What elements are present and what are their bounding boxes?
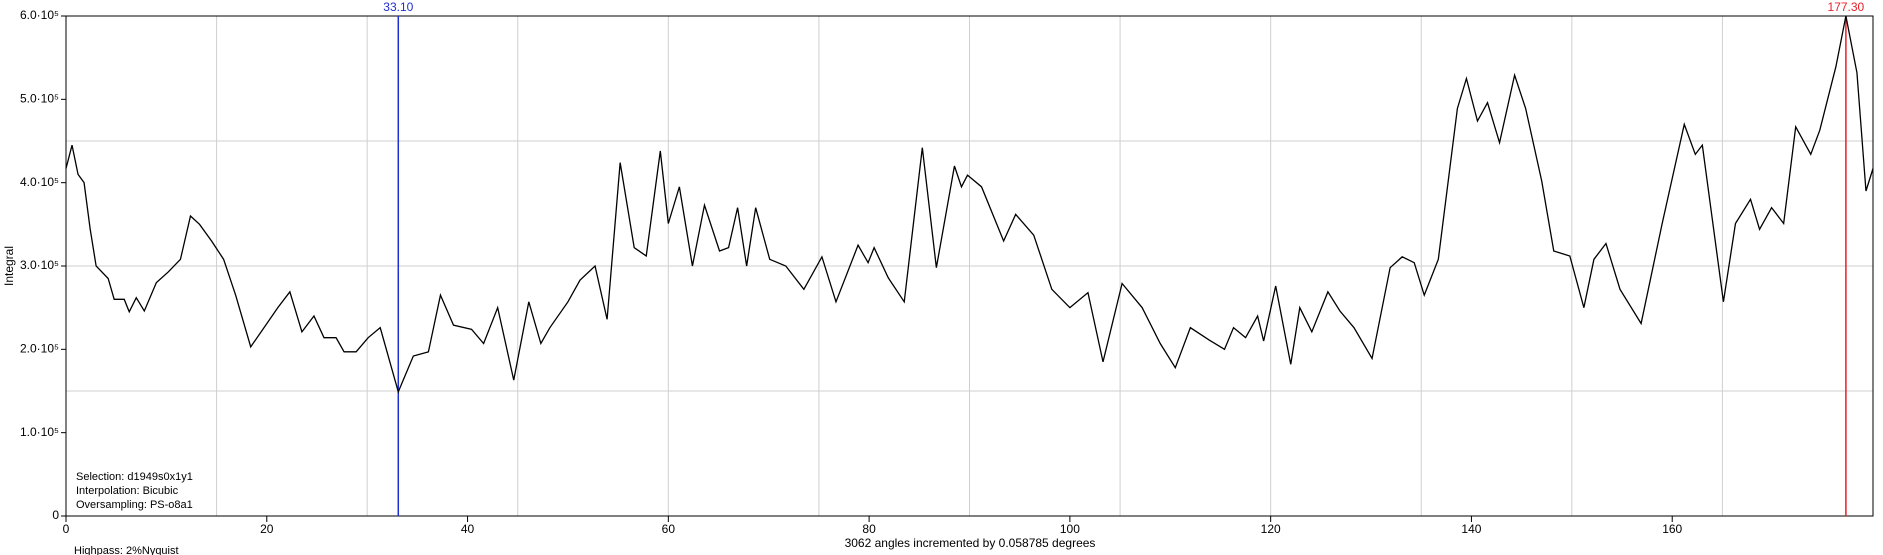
y-tick-label: 0 (52, 508, 59, 522)
annotation: Oversampling: PS-o8a1 (76, 499, 193, 511)
y-axis-label: Integral (2, 246, 16, 286)
x-tick-label: 140 (1461, 522, 1481, 536)
x-axis-label: 3062 angles incremented by 0.058785 degr… (845, 536, 1096, 550)
y-tick-label: 3.0·10⁵ (20, 258, 59, 272)
y-tick-label: 5.0·10⁵ (20, 92, 59, 106)
marker-label: 33.10 (383, 0, 413, 14)
x-tick-label: 120 (1261, 522, 1281, 536)
annotation: Interpolation: Bicubic (76, 485, 179, 497)
x-tick-label: 20 (260, 522, 274, 536)
data-line (65, 15, 1874, 394)
marker-label: 177.30 (1828, 0, 1865, 14)
x-tick-label: 0 (63, 522, 70, 536)
x-tick-label: 60 (662, 522, 676, 536)
annotation: Highpass: 2%Nyquist (74, 545, 179, 555)
y-tick-label: 2.0·10⁵ (20, 342, 59, 356)
y-tick-label: 4.0·10⁵ (20, 175, 59, 189)
y-tick-label: 6.0·10⁵ (20, 8, 59, 22)
x-tick-label: 160 (1662, 522, 1682, 536)
annotation: Selection: d1949s0x1y1 (76, 471, 193, 483)
plot-frame (65, 15, 1874, 517)
x-tick-label: 40 (461, 522, 475, 536)
x-tick-label: 100 (1060, 522, 1080, 536)
x-tick-label: 80 (862, 522, 876, 536)
y-tick-label: 1.0·10⁵ (20, 425, 59, 439)
